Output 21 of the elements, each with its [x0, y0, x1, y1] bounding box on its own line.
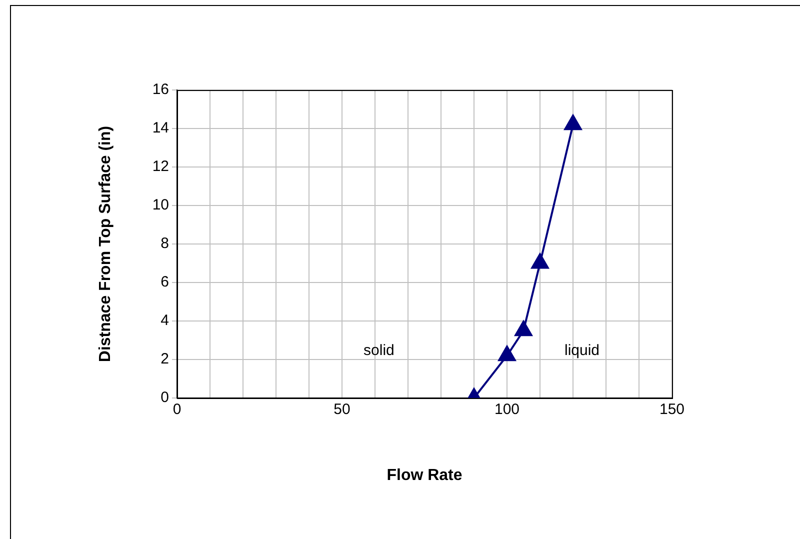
y-tick-label: 14: [152, 120, 169, 137]
annotation: solid: [364, 342, 394, 359]
x-tick-label: 50: [334, 401, 350, 418]
y-tick-label: 12: [152, 158, 169, 176]
point: [498, 345, 516, 362]
y-tick-label: 16: [152, 81, 169, 98]
y-tick-label: 8: [160, 235, 169, 252]
x-tick-label: 100: [494, 401, 520, 418]
y-tick-label: 4: [160, 312, 169, 330]
point: [514, 320, 533, 336]
point: [530, 252, 550, 269]
y-tick-label: 6: [160, 274, 169, 291]
annotation: liquid: [564, 342, 600, 359]
x-tick-label: 150: [659, 401, 685, 418]
y-tick-label: 2: [160, 350, 169, 368]
x-axis-title: Flow Rate: [386, 466, 462, 484]
y-axis-title: Distnace From Top Surface (in): [97, 126, 114, 362]
y-tick-label: 10: [152, 196, 169, 214]
y-tick-label: 0: [160, 389, 169, 406]
point: [564, 114, 582, 130]
x-tick-label: 0: [172, 401, 182, 418]
